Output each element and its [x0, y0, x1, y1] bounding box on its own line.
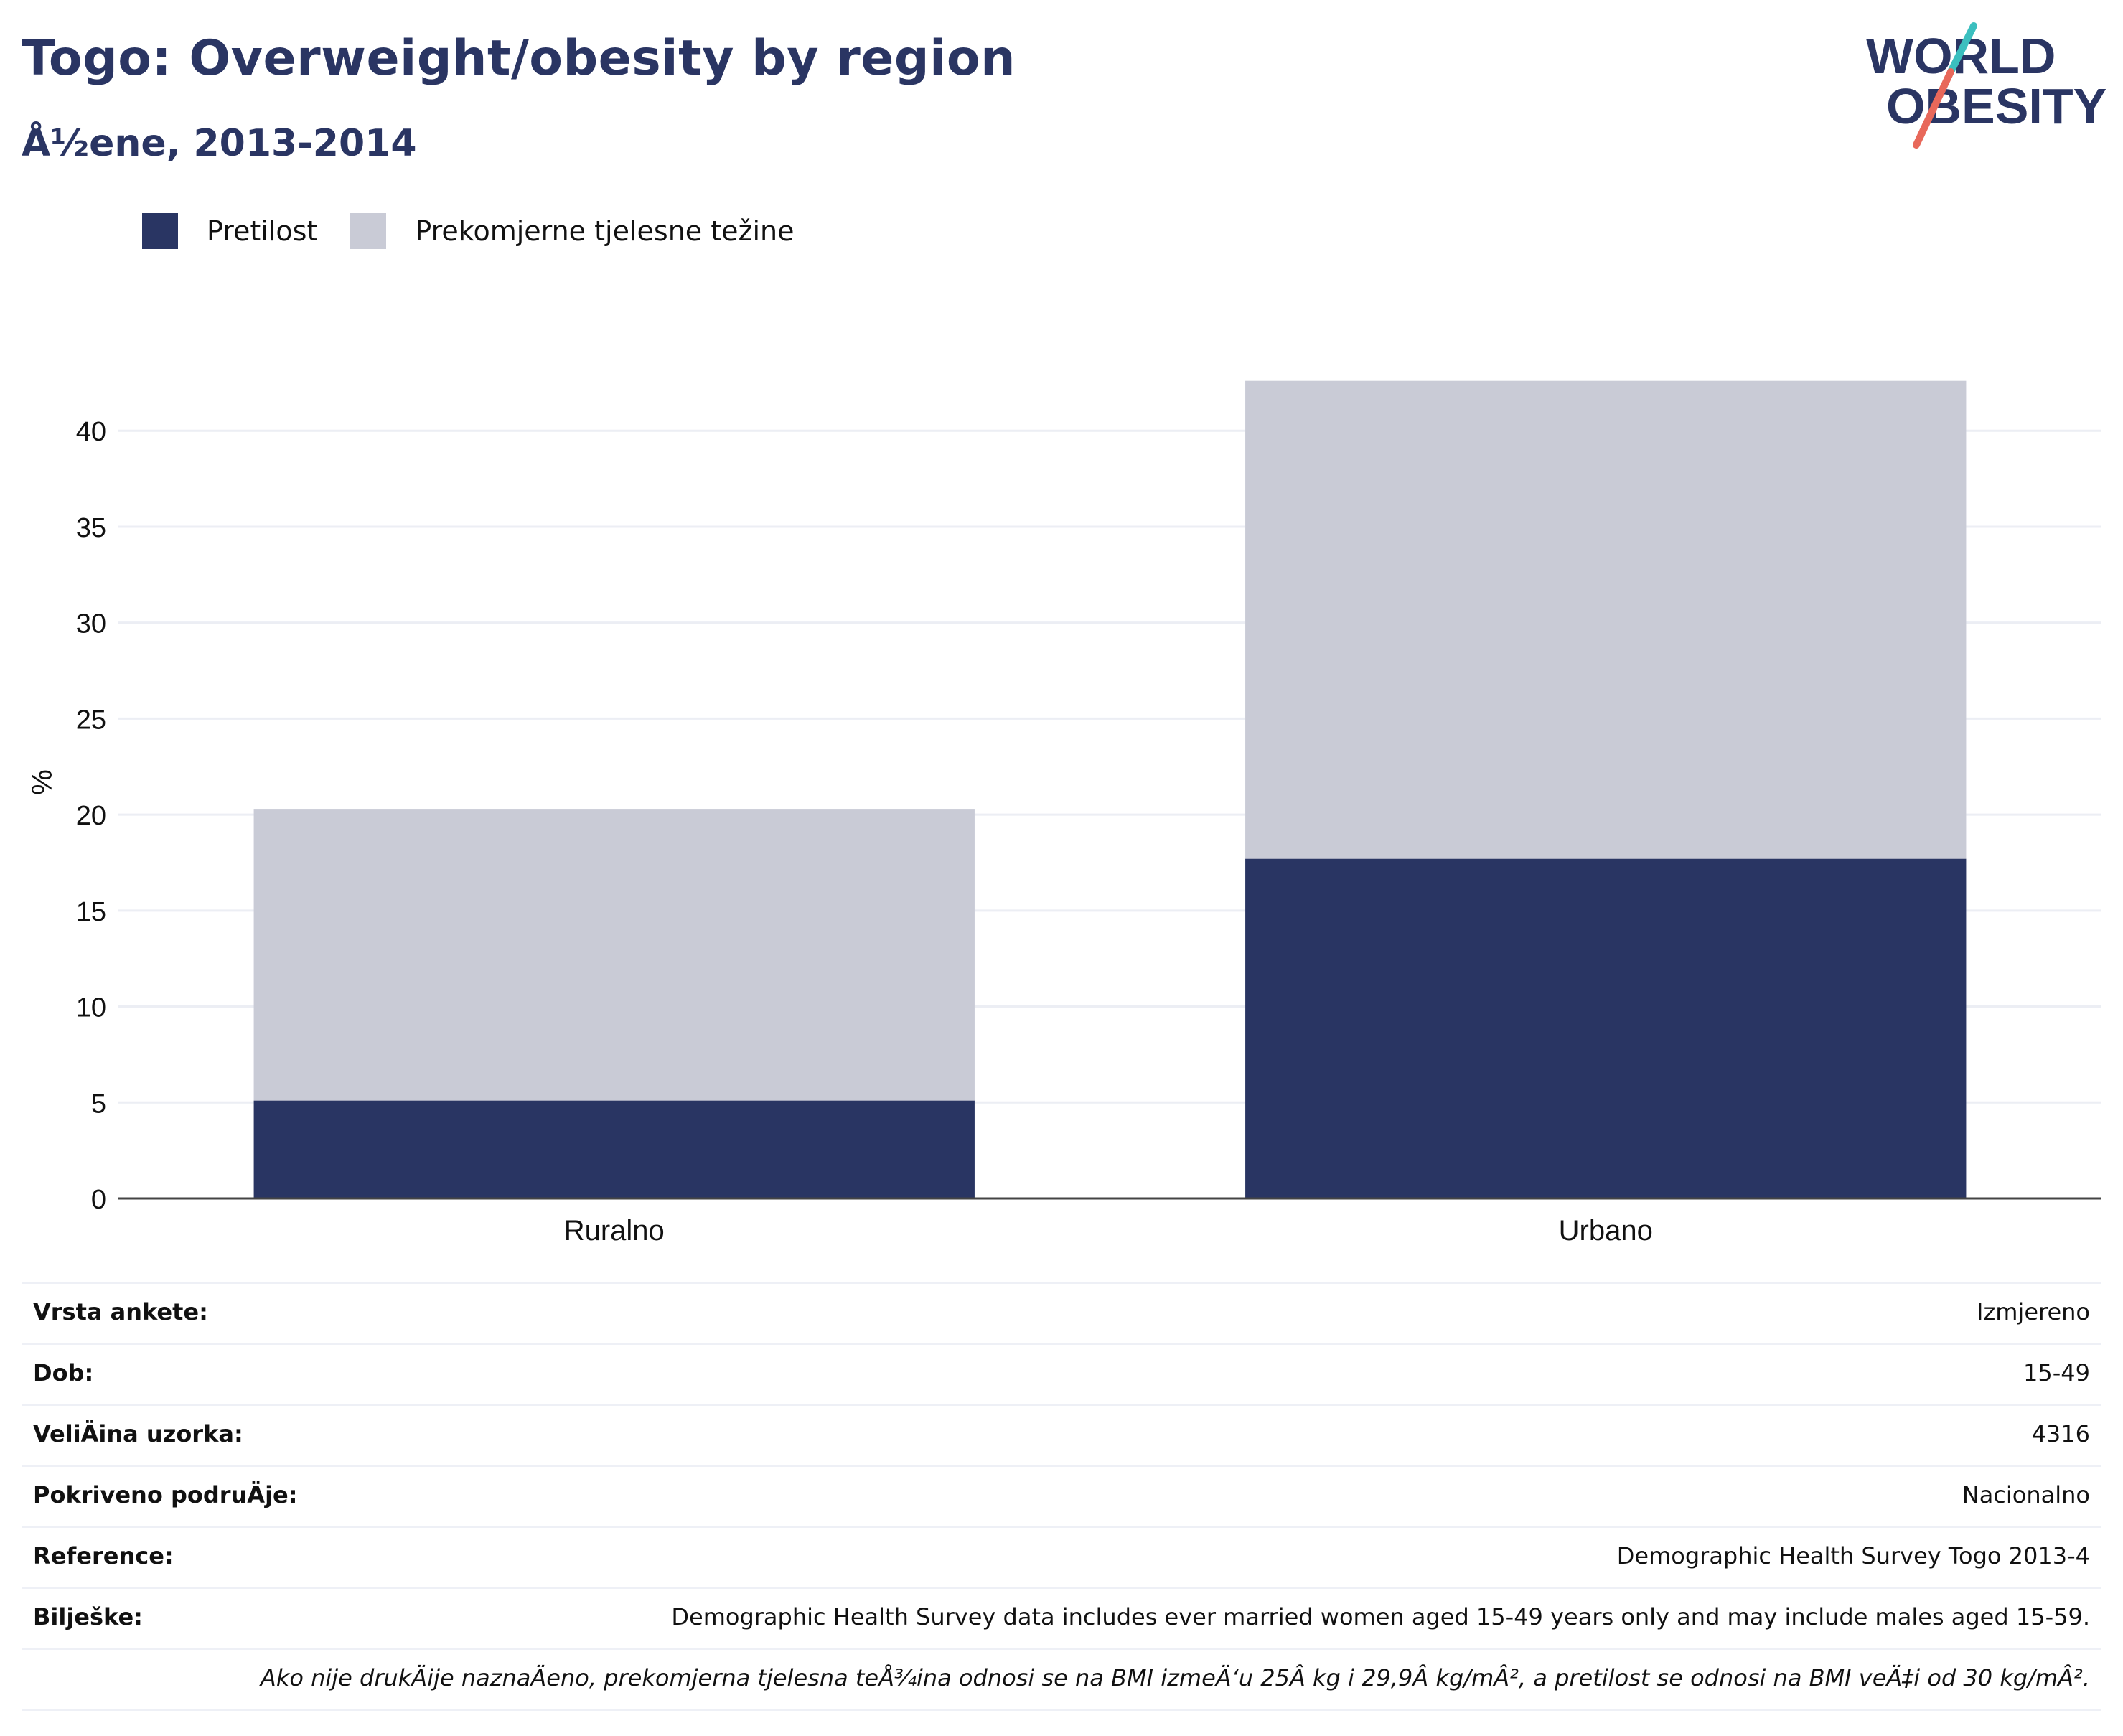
info-row-area-covered: Pokriveno podruÄje: Nacionalno — [22, 1465, 2101, 1526]
info-value: 15-49 — [2023, 1359, 2090, 1387]
y-tick-label: 5 — [91, 1089, 106, 1119]
x-tick-label: Urbano — [1559, 1215, 1653, 1247]
y-tick-label: 20 — [76, 801, 106, 831]
bars — [254, 381, 1967, 1198]
y-axis-label: % — [27, 769, 58, 795]
y-tick-label: 0 — [91, 1185, 106, 1215]
info-row-age: Dob: 15-49 — [22, 1343, 2101, 1404]
bar-pretilost-urbano[interactable] — [1245, 859, 1966, 1198]
y-tick-label: 15 — [76, 897, 106, 927]
y-tick-label: 10 — [76, 993, 106, 1023]
info-key: VeliÄina uzorka: — [33, 1420, 243, 1448]
x-tick-label: Ruralno — [564, 1215, 665, 1247]
y-tick-label: 30 — [76, 609, 106, 639]
info-row-sample-size: VeliÄina uzorka: 4316 — [22, 1404, 2101, 1465]
info-row-reference: Reference: Demographic Health Survey Tog… — [22, 1526, 2101, 1587]
survey-info-table: Vrsta ankete: Izmjereno Dob: 15-49 VeliÄ… — [22, 1282, 2101, 1711]
y-tick-label: 25 — [76, 705, 106, 735]
info-key: Bilješke: — [33, 1603, 143, 1631]
info-value: Izmjereno — [1977, 1298, 2090, 1326]
info-value: Demographic Health Survey data includes … — [671, 1603, 2090, 1631]
info-row-footnote: Ako nije drukÄije naznaÄeno, prekomjer… — [22, 1648, 2101, 1711]
info-row-survey-type: Vrsta ankete: Izmjereno — [22, 1282, 2101, 1343]
bar-prekomjerne-ruralno[interactable] — [254, 809, 975, 1101]
y-tick-label: 35 — [76, 513, 106, 543]
info-key: Dob: — [33, 1359, 93, 1387]
info-value: Nacionalno — [1962, 1481, 2090, 1509]
info-value: 4316 — [2032, 1420, 2090, 1448]
info-key: Vrsta ankete: — [33, 1298, 208, 1326]
info-footnote: Ako nije drukÄije naznaÄeno, prekomjer… — [261, 1664, 2090, 1692]
info-value: Demographic Health Survey Togo 2013-4 — [1617, 1542, 2090, 1570]
bar-prekomjerne-urbano[interactable] — [1245, 381, 1966, 859]
info-key: Reference: — [33, 1542, 174, 1570]
bar-chart: 0 5 10 15 20 25 30 35 40 Ruralno Urbano % — [0, 0, 2123, 1263]
info-row-notes: Bilješke: Demographic Health Survey data… — [22, 1587, 2101, 1648]
bar-pretilost-ruralno[interactable] — [254, 1101, 975, 1198]
info-key: Pokriveno podruÄje: — [33, 1481, 298, 1509]
y-tick-label: 40 — [76, 417, 106, 447]
